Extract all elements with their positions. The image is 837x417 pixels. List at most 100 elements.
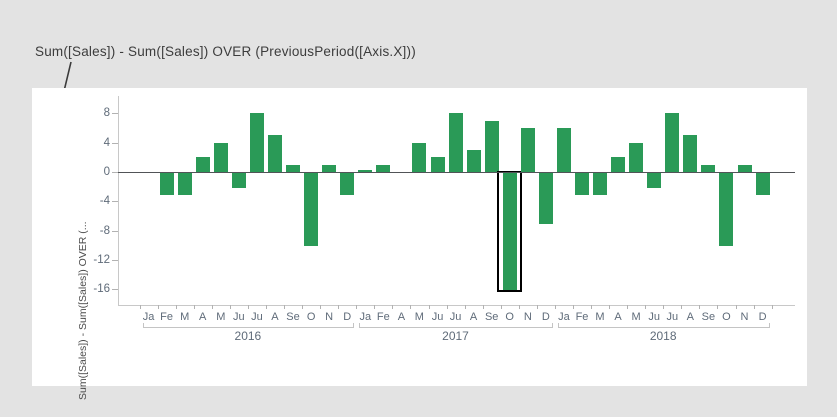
bar[interactable] — [502, 173, 517, 291]
x-axis-tick — [609, 305, 611, 309]
month-label: Se — [701, 311, 716, 323]
bar[interactable] — [538, 173, 553, 225]
y-tick-label: -12 — [93, 253, 110, 266]
bar[interactable] — [231, 173, 246, 188]
month-label: Se — [484, 311, 499, 323]
bar[interactable] — [593, 173, 607, 195]
x-axis-tick — [428, 305, 430, 309]
x-axis-tick — [320, 305, 322, 309]
x-axis-tick — [735, 305, 737, 309]
x-axis-tick — [410, 305, 412, 309]
y-axis-tick — [112, 201, 118, 203]
bar[interactable] — [755, 173, 770, 195]
x-axis-tick — [247, 305, 249, 309]
month-label: Ju — [449, 311, 462, 323]
x-axis-tick — [338, 305, 340, 309]
year-bracket-end — [551, 323, 553, 328]
x-axis-tick — [356, 305, 358, 309]
bar[interactable] — [322, 164, 337, 172]
month-label: Fe — [376, 311, 390, 323]
bar[interactable] — [575, 173, 589, 195]
bar[interactable] — [737, 164, 752, 172]
bar[interactable] — [249, 113, 264, 172]
bar[interactable] — [195, 157, 210, 172]
y-tick-label: -16 — [93, 283, 110, 296]
bar[interactable] — [701, 164, 716, 172]
bar[interactable] — [286, 164, 300, 172]
month-label: M — [180, 311, 190, 323]
bar[interactable] — [177, 173, 192, 195]
x-axis-tick — [753, 305, 755, 309]
bar[interactable] — [484, 120, 499, 172]
month-label: Ja — [558, 311, 570, 323]
month-label: Fe — [160, 311, 174, 323]
bar[interactable] — [556, 128, 571, 172]
x-axis-tick — [374, 305, 376, 309]
y-tick-label: -8 — [99, 224, 110, 237]
bar[interactable] — [430, 157, 445, 172]
x-axis-tick — [302, 305, 303, 309]
year-label: 2018 — [649, 329, 677, 343]
bar[interactable] — [340, 173, 355, 195]
x-axis-tick — [265, 305, 267, 309]
zero-line — [118, 171, 795, 173]
bar[interactable] — [466, 150, 481, 172]
month-label: O — [306, 311, 316, 323]
bar[interactable] — [376, 164, 391, 172]
month-label: Ju — [251, 311, 263, 323]
bar[interactable] — [520, 128, 535, 172]
y-tick-label: 4 — [103, 136, 110, 149]
y-axis-tick — [112, 172, 118, 173]
x-axis-tick — [157, 305, 159, 309]
month-label: N — [523, 311, 532, 323]
x-axis-tick — [284, 305, 285, 309]
month-label: Ja — [359, 311, 372, 323]
month-label: A — [199, 311, 207, 323]
bar[interactable] — [629, 142, 644, 172]
x-axis-tick — [392, 305, 394, 309]
x-axis-tick — [645, 305, 647, 309]
month-label: M — [414, 311, 424, 323]
x-axis-tick — [663, 305, 665, 309]
x-axis-tick — [554, 305, 556, 309]
year-label: 2016 — [234, 329, 262, 343]
y-axis-line — [118, 96, 119, 305]
bar[interactable] — [412, 142, 427, 172]
month-label: A — [614, 311, 622, 323]
bar[interactable] — [719, 173, 734, 247]
year-bracket-end — [557, 323, 559, 328]
x-axis-line — [118, 305, 795, 306]
month-label: A — [397, 311, 406, 323]
month-label: M — [631, 311, 641, 323]
bar[interactable] — [683, 135, 698, 172]
bar[interactable] — [159, 173, 174, 195]
month-label: O — [722, 311, 731, 323]
year-bracket-end — [353, 323, 355, 328]
x-axis-tick — [211, 305, 213, 309]
bar[interactable] — [267, 135, 282, 172]
y-axis-tick — [112, 259, 118, 261]
month-label: N — [740, 311, 749, 323]
bar[interactable] — [304, 173, 319, 247]
x-axis-tick — [139, 305, 141, 309]
y-axis-tick — [112, 142, 118, 144]
year-bracket-end — [359, 323, 361, 328]
x-axis-tick — [627, 305, 629, 309]
marked-bar-outline[interactable] — [497, 170, 523, 292]
month-label: D — [343, 311, 352, 323]
year-bracket — [359, 327, 552, 328]
year-label: 2017 — [442, 329, 469, 343]
month-label: A — [686, 311, 694, 323]
bar[interactable] — [213, 142, 228, 172]
bar[interactable] — [647, 173, 662, 188]
visualization-panel: Sum([Sales]) - Sum([Sales]) OVER (... Ye… — [32, 88, 807, 400]
bar[interactable] — [448, 113, 463, 172]
y-tick-label: 8 — [103, 107, 110, 120]
year-bracket-end — [768, 323, 770, 328]
y-axis-tick — [112, 113, 118, 115]
bar[interactable] — [358, 169, 373, 172]
bar[interactable] — [611, 157, 626, 172]
bar[interactable] — [665, 113, 680, 172]
year-bracket-end — [142, 323, 144, 328]
month-label: A — [271, 311, 279, 323]
